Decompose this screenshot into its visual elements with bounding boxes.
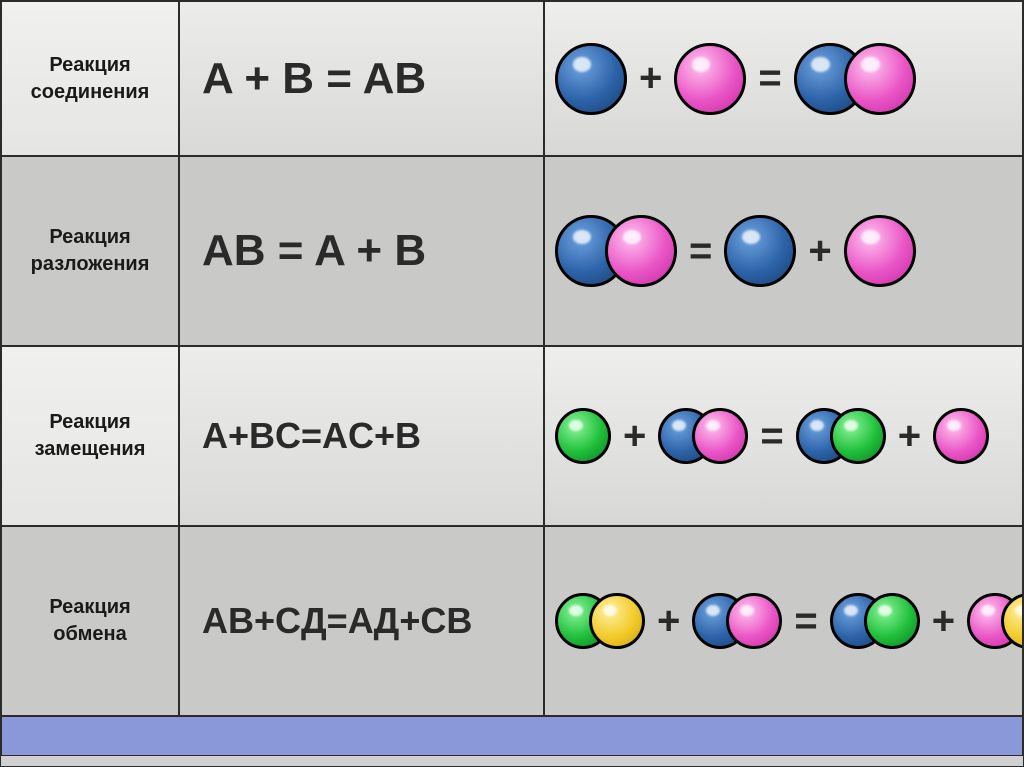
molecule-pair [830,593,920,649]
atom-sphere-pink [844,43,916,115]
row-1-diagram: += [544,1,1023,156]
formula-text: A+BC=AC+B [202,415,421,457]
atom-sphere-pink [605,215,677,287]
row-3-diagram: + = + [544,346,1023,526]
row-1-label: Реакциясоединения [1,1,179,156]
atom-sphere-pink [692,408,748,464]
row-3-formula: A+BC=AC+B [179,346,544,526]
operator: + [802,229,837,274]
row-4-diagram: + = + [544,526,1023,716]
molecule-pair [794,43,916,115]
atom-sphere-green [555,408,611,464]
label-text: Реакциязамещения [35,409,146,463]
operator: = [754,414,789,459]
atom-sphere-pink [726,593,782,649]
operator: + [892,414,927,459]
row-1-formula: A + B = AB [179,1,544,156]
row-4-formula: AB+CД=AД+CB [179,526,544,716]
label-text: Реакцияразложения [31,224,150,278]
molecule-pair [796,408,886,464]
row-2-formula: AB = A + B [179,156,544,346]
atom-sphere-blue [555,43,627,115]
operator: + [651,599,686,644]
molecule-pair [967,593,1023,649]
reaction-table: Реакциясоединения A + B = AB += Реакцияр… [0,0,1024,767]
molecule-pair [555,215,677,287]
label-text: Реакцияобмена [49,594,130,648]
row-2-label: Реакцияразложения [1,156,179,346]
atom-sphere-green [830,408,886,464]
operator: = [683,229,718,274]
formula-text: A + B = AB [202,54,426,104]
row-4-label: Реакцияобмена [1,526,179,716]
atom-sphere-yellow [589,593,645,649]
operator: + [633,56,668,101]
molecule-pair [555,593,645,649]
formula-text: AB+CД=AД+CB [202,600,472,642]
formula-text: AB = A + B [202,226,426,276]
operator: = [752,56,787,101]
atom-sphere-pink [933,408,989,464]
molecule-pair [658,408,748,464]
atom-sphere-blue [724,215,796,287]
row-3-label: Реакциязамещения [1,346,179,526]
atom-sphere-pink [844,215,916,287]
operator: + [617,414,652,459]
operator: + [926,599,961,644]
label-text: Реакциясоединения [31,52,150,106]
atom-sphere-green [864,593,920,649]
operator: = [788,599,823,644]
molecule-pair [692,593,782,649]
footer-bar [1,716,1023,756]
row-2-diagram: =+ [544,156,1023,346]
atom-sphere-pink [674,43,746,115]
